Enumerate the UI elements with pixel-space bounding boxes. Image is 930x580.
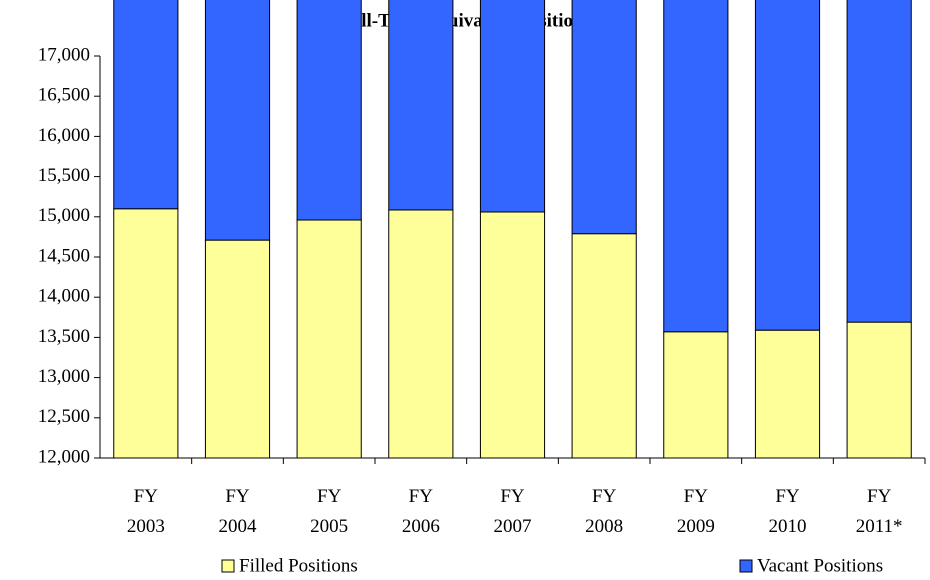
x-tick-label: FY 2005 [310,486,349,537]
y-tick-label: 16,500 [38,85,90,106]
x-tick-label: FY 2004 [218,486,257,537]
y-tick-label: 17,000 [38,44,90,65]
x-tick-label: FY 2006 [401,486,440,537]
x-tick-label: FY 2010 [768,486,807,537]
bar-segment [388,0,454,211]
y-tick-label: 13,000 [38,366,90,387]
bar-segment [663,0,729,333]
y-tick-label: 13,500 [38,326,90,347]
y-tick-label: 15,000 [38,205,90,226]
y-tick-label: 12,000 [38,446,90,467]
bar-segment [113,208,179,459]
bar-segment [296,219,362,459]
legend-label: Filled Positions [239,555,358,576]
bar-segment [479,0,546,213]
bar-segment [479,211,546,459]
x-tick-label: FY 2008 [585,486,624,537]
y-tick-label: 15,500 [38,165,90,186]
bar-segment [754,329,821,459]
bar-segment [754,0,821,331]
bar-segment [204,239,271,459]
bar-segment [663,331,729,459]
bar-segment [204,0,271,241]
x-tick-label: FY 2009 [676,486,715,537]
bar-segment [846,0,912,323]
bar-segment [296,0,362,221]
legend-label: Vacant Positions [757,555,883,576]
chart-title: Full-Time Equivalent Positions [339,10,591,31]
y-tick-label: 14,000 [38,286,90,307]
y-tick-label: 12,500 [38,406,90,427]
x-tick-label: FY 2007 [493,486,532,537]
bar-segment [388,209,454,459]
bar-segment [113,0,179,210]
x-tick-label: FY 2011* [855,486,903,537]
bar-segment [571,233,637,459]
bar-segment [846,321,912,459]
y-tick-label: 16,000 [38,125,90,146]
y-tick-label: 14,500 [38,245,90,266]
x-tick-label: FY 2003 [126,486,165,537]
legend-swatch [221,559,235,573]
legend-swatch [739,559,753,573]
bar-segment [571,0,637,235]
